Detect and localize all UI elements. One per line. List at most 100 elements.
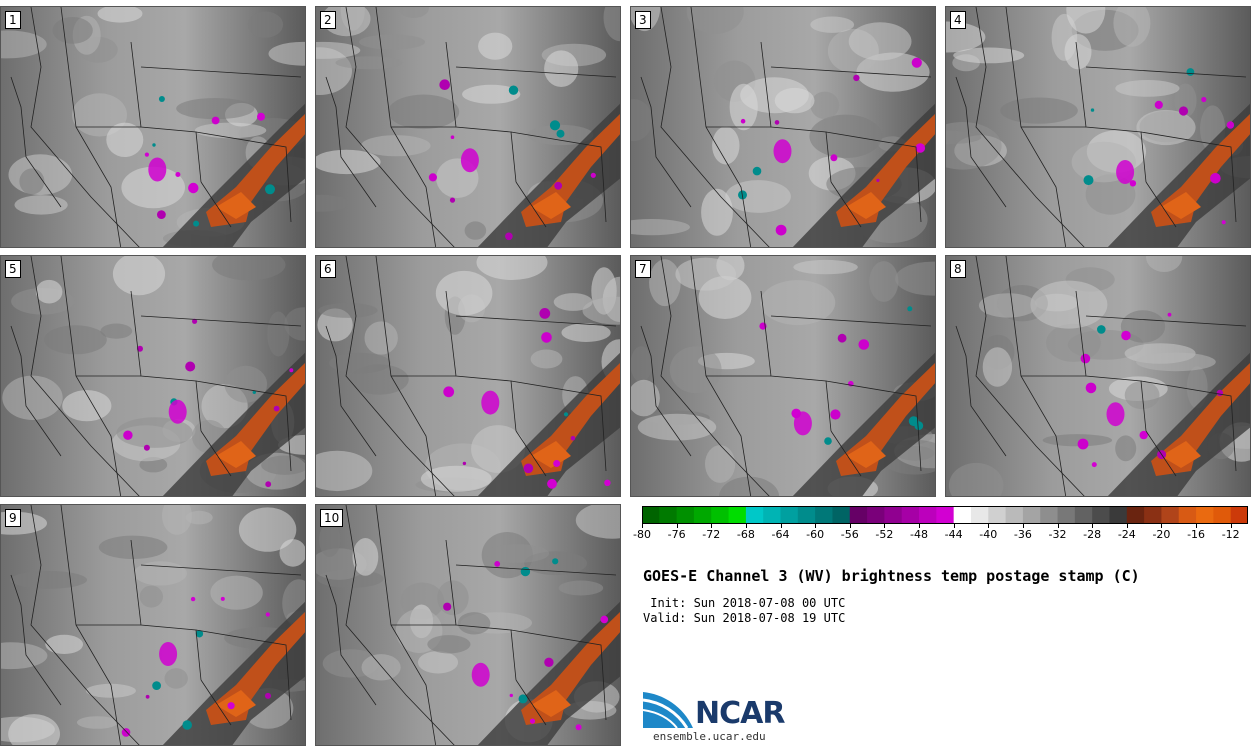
colorbar-tick-label: -20 [1152, 528, 1171, 541]
colorbar-swatch [1040, 506, 1059, 524]
colorbar-swatch [919, 506, 937, 524]
colorbar-swatch [1161, 506, 1180, 524]
panel-label: 10 [320, 509, 344, 527]
site-url: ensemble.ucar.edu [653, 730, 766, 743]
colorbar-swatch [659, 506, 678, 524]
colorbar-swatch [711, 506, 730, 524]
colorbar-tick-label: -40 [979, 528, 998, 541]
colorbar-tick-label: -72 [702, 528, 721, 541]
colorbar-tick-mark [711, 524, 713, 528]
panel-label: 6 [320, 260, 336, 278]
colorbar [642, 506, 1248, 524]
colorbar-tick-mark [815, 524, 817, 528]
colorbar-swatch [1196, 506, 1214, 524]
colorbar-swatch [642, 506, 660, 524]
wv-map [316, 256, 620, 496]
colorbar-tick-label: -36 [1013, 528, 1032, 541]
colorbar-tick-mark [1230, 524, 1232, 528]
colorbar-tick-label: -56 [840, 528, 859, 541]
colorbar-tick-label: -68 [736, 528, 755, 541]
wv-map [946, 7, 1250, 247]
panel-label: 5 [5, 260, 21, 278]
postage-stamp-panel: 7 [630, 255, 936, 497]
colorbar-tick-label: -12 [1221, 528, 1240, 541]
init-time: Init: Sun 2018-07-08 00 UTC [643, 596, 846, 610]
colorbar-tick-mark [745, 524, 747, 528]
colorbar-swatch [1126, 506, 1145, 524]
colorbar-swatch [901, 506, 920, 524]
colorbar-swatch [780, 506, 799, 524]
ncar-logo-icon [643, 692, 693, 729]
colorbar-tick-label: -52 [875, 528, 894, 541]
wv-map [946, 256, 1250, 496]
colorbar-tick-mark [676, 524, 678, 528]
colorbar-tick-mark [953, 524, 955, 528]
colorbar-swatch [832, 506, 851, 524]
panel-label: 8 [950, 260, 966, 278]
wv-map [631, 256, 935, 496]
colorbar-tick-mark [1057, 524, 1059, 528]
colorbar-tick-mark [988, 524, 990, 528]
colorbar-swatch [884, 506, 903, 524]
colorbar-swatch [745, 506, 764, 524]
postage-stamp-panel: 10 [315, 504, 621, 746]
panel-label: 9 [5, 509, 21, 527]
colorbar-tick-mark [1126, 524, 1128, 528]
colorbar-tick-label: -16 [1187, 528, 1206, 541]
colorbar-tick-label: -60 [806, 528, 825, 541]
colorbar-swatch [1057, 506, 1076, 524]
colorbar-ticks: -80 -76 -72 -68 -64 -60 -56 -52 -48 -44 -40 -36 -32 -… [633, 524, 1248, 544]
colorbar-tick-mark [1196, 524, 1198, 528]
postage-stamp-panel: 3 [630, 6, 936, 248]
panel-label: 1 [5, 11, 21, 29]
colorbar-tick-label: -28 [1083, 528, 1102, 541]
colorbar-swatch [1022, 506, 1041, 524]
colorbar-swatch [1230, 506, 1248, 524]
colorbar-tick-mark [1092, 524, 1094, 528]
colorbar-swatch [1213, 506, 1232, 524]
postage-stamp-panel: 2 [315, 6, 621, 248]
wv-map [1, 256, 305, 496]
colorbar-tick-mark [1161, 524, 1163, 528]
chart-title: GOES-E Channel 3 (WV) brightness temp po… [643, 567, 1140, 585]
panel-label: 2 [320, 11, 336, 29]
colorbar-tick-label: -80 [633, 528, 651, 541]
wv-map [316, 505, 620, 745]
colorbar-swatch [988, 506, 1007, 524]
colorbar-swatch [1144, 506, 1162, 524]
colorbar-swatch [867, 506, 885, 524]
colorbar-swatch [849, 506, 868, 524]
colorbar-frame [642, 506, 1248, 524]
colorbar-tick-label: -76 [667, 528, 686, 541]
colorbar-swatch [728, 506, 747, 524]
colorbar-tick-mark [642, 524, 643, 528]
wv-map [1, 7, 305, 247]
wv-map [316, 7, 620, 247]
colorbar-swatch [1092, 506, 1110, 524]
panel-label: 7 [635, 260, 651, 278]
colorbar-swatch [1109, 506, 1128, 524]
wv-map [631, 7, 935, 247]
colorbar-tick-mark [1022, 524, 1024, 528]
postage-stamp-panel: 4 [945, 6, 1251, 248]
postage-stamp-panel: 6 [315, 255, 621, 497]
colorbar-swatch [1005, 506, 1024, 524]
colorbar-tick-label: -24 [1117, 528, 1136, 541]
wv-map [1, 505, 305, 745]
panel-label: 3 [635, 11, 651, 29]
valid-time: Valid: Sun 2018-07-08 19 UTC [643, 611, 846, 625]
colorbar-swatch [815, 506, 833, 524]
postage-stamp-panel: 1 [0, 6, 306, 248]
colorbar-tick-mark [849, 524, 851, 528]
colorbar-tick-label: -48 [910, 528, 928, 541]
colorbar-tick-label: -44 [944, 528, 963, 541]
colorbar-swatch [936, 506, 955, 524]
colorbar-tick-mark [884, 524, 886, 528]
colorbar-swatch [953, 506, 972, 524]
colorbar-tick-mark [780, 524, 782, 528]
colorbar-swatch [797, 506, 816, 524]
postage-stamp-panel: 8 [945, 255, 1251, 497]
ncar-logo-text: NCAR [695, 696, 785, 731]
colorbar-swatch [1178, 506, 1197, 524]
colorbar-swatch [763, 506, 782, 524]
